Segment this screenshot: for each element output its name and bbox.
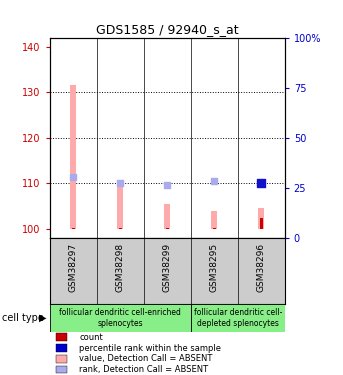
- Bar: [260, 217, 263, 229]
- Bar: [213, 228, 216, 229]
- Bar: [50, 304, 191, 332]
- Point: [165, 182, 170, 188]
- Bar: [211, 211, 217, 229]
- Text: GSM38298: GSM38298: [116, 243, 125, 292]
- Text: percentile rank within the sample: percentile rank within the sample: [79, 344, 221, 352]
- Text: GSM38299: GSM38299: [163, 243, 172, 292]
- Point: [117, 180, 123, 186]
- Point: [259, 180, 264, 186]
- Text: GSM38295: GSM38295: [210, 243, 219, 292]
- Point: [71, 174, 76, 180]
- Bar: [72, 228, 75, 229]
- Text: follicular dendritic cell-
depleted splenocytes: follicular dendritic cell- depleted sple…: [193, 308, 282, 327]
- Text: GSM38296: GSM38296: [257, 243, 266, 292]
- Title: GDS1585 / 92940_s_at: GDS1585 / 92940_s_at: [96, 23, 238, 36]
- Text: value, Detection Call = ABSENT: value, Detection Call = ABSENT: [79, 354, 212, 363]
- Bar: [164, 204, 170, 229]
- Text: count: count: [79, 333, 103, 342]
- Text: rank, Detection Call = ABSENT: rank, Detection Call = ABSENT: [79, 365, 208, 374]
- Text: follicular dendritic cell-enriched
splenocytes: follicular dendritic cell-enriched splen…: [59, 308, 181, 327]
- Bar: [56, 355, 67, 363]
- Bar: [56, 366, 67, 374]
- Point: [211, 178, 217, 184]
- Bar: [70, 86, 76, 229]
- Text: ▶: ▶: [39, 313, 47, 323]
- Text: GSM38297: GSM38297: [69, 243, 78, 292]
- Text: cell type: cell type: [2, 313, 44, 323]
- Bar: [166, 228, 169, 229]
- Bar: [117, 183, 123, 229]
- Bar: [56, 344, 67, 352]
- Bar: [191, 304, 285, 332]
- Bar: [56, 333, 67, 341]
- Bar: [119, 228, 122, 229]
- Bar: [258, 209, 264, 229]
